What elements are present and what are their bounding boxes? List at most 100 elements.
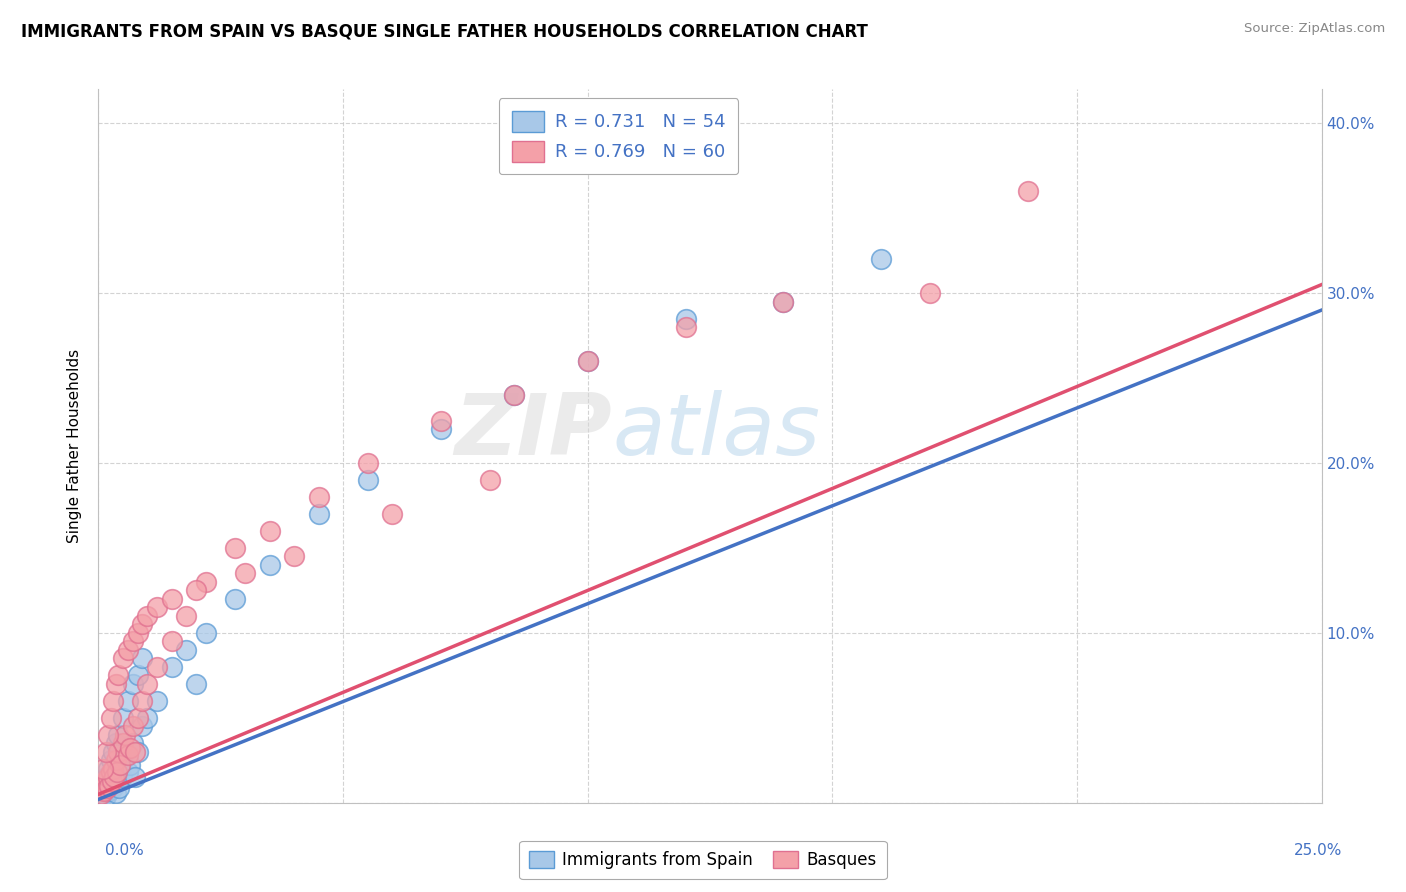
Point bbox=[233, 566, 256, 581]
Point bbox=[111, 651, 134, 665]
Point bbox=[195, 626, 218, 640]
Point bbox=[356, 473, 378, 487]
Point bbox=[160, 660, 183, 674]
Point bbox=[576, 354, 599, 368]
Point bbox=[97, 762, 120, 776]
Point bbox=[870, 252, 893, 266]
Point bbox=[127, 711, 149, 725]
Point bbox=[107, 765, 129, 780]
Point bbox=[91, 762, 114, 776]
Point bbox=[110, 758, 132, 772]
Point bbox=[136, 711, 159, 725]
Point bbox=[675, 320, 697, 334]
Point bbox=[186, 583, 208, 598]
Point bbox=[576, 354, 599, 368]
Point bbox=[136, 677, 159, 691]
Point bbox=[131, 719, 153, 733]
Point bbox=[503, 388, 526, 402]
Point bbox=[97, 728, 120, 742]
Point bbox=[100, 775, 122, 789]
Point bbox=[503, 388, 526, 402]
Point bbox=[111, 753, 134, 767]
Point bbox=[97, 770, 120, 784]
Point bbox=[283, 549, 305, 564]
Point bbox=[101, 782, 124, 797]
Point bbox=[124, 770, 146, 784]
Point bbox=[117, 643, 139, 657]
Point bbox=[91, 782, 114, 797]
Point bbox=[478, 473, 501, 487]
Point bbox=[160, 634, 183, 648]
Point bbox=[176, 643, 198, 657]
Point bbox=[127, 745, 149, 759]
Point bbox=[127, 668, 149, 682]
Point bbox=[98, 784, 121, 798]
Point bbox=[131, 694, 153, 708]
Point bbox=[195, 574, 218, 589]
Text: atlas: atlas bbox=[612, 390, 820, 474]
Point bbox=[91, 779, 114, 793]
Point bbox=[114, 745, 136, 759]
Point bbox=[131, 651, 153, 665]
Point bbox=[107, 668, 129, 682]
Point bbox=[97, 779, 120, 793]
Point bbox=[772, 294, 794, 309]
Point bbox=[90, 790, 112, 805]
Point bbox=[101, 745, 124, 759]
Point bbox=[91, 779, 114, 793]
Point bbox=[93, 784, 115, 798]
Point bbox=[146, 694, 169, 708]
Point bbox=[114, 728, 136, 742]
Point bbox=[93, 786, 115, 800]
Point bbox=[308, 507, 330, 521]
Point bbox=[105, 765, 128, 780]
Point bbox=[381, 507, 404, 521]
Point bbox=[186, 677, 208, 691]
Point bbox=[131, 617, 153, 632]
Point bbox=[100, 711, 122, 725]
Point bbox=[107, 728, 129, 742]
Point bbox=[104, 736, 127, 750]
Point bbox=[101, 770, 124, 784]
Text: 0.0%: 0.0% bbox=[105, 843, 145, 858]
Point bbox=[308, 490, 330, 504]
Point bbox=[136, 608, 159, 623]
Point bbox=[96, 780, 118, 795]
Point bbox=[146, 660, 169, 674]
Point bbox=[356, 456, 378, 470]
Point bbox=[120, 741, 142, 756]
Point bbox=[94, 770, 117, 784]
Point bbox=[111, 770, 134, 784]
Point bbox=[121, 736, 143, 750]
Point bbox=[91, 782, 114, 797]
Point bbox=[121, 719, 143, 733]
Point bbox=[91, 787, 114, 801]
Text: IMMIGRANTS FROM SPAIN VS BASQUE SINGLE FATHER HOUSEHOLDS CORRELATION CHART: IMMIGRANTS FROM SPAIN VS BASQUE SINGLE F… bbox=[21, 22, 868, 40]
Text: ZIP: ZIP bbox=[454, 390, 612, 474]
Text: Source: ZipAtlas.com: Source: ZipAtlas.com bbox=[1244, 22, 1385, 36]
Point bbox=[120, 758, 142, 772]
Point bbox=[100, 753, 122, 767]
Point bbox=[430, 422, 453, 436]
Point bbox=[224, 541, 246, 555]
Point bbox=[259, 524, 281, 538]
Point bbox=[98, 779, 121, 793]
Point bbox=[104, 677, 127, 691]
Point bbox=[146, 600, 169, 615]
Point bbox=[110, 762, 132, 776]
Point bbox=[94, 745, 117, 759]
Point bbox=[107, 745, 129, 759]
Point bbox=[94, 789, 117, 803]
Point bbox=[160, 591, 183, 606]
Point bbox=[176, 608, 198, 623]
Point bbox=[103, 770, 125, 784]
Point bbox=[104, 786, 127, 800]
Point bbox=[124, 745, 146, 759]
Point bbox=[101, 773, 124, 788]
Point bbox=[101, 694, 124, 708]
Point bbox=[117, 765, 139, 780]
Point bbox=[121, 634, 143, 648]
Point bbox=[1017, 184, 1039, 198]
Point bbox=[127, 626, 149, 640]
Point bbox=[90, 787, 112, 801]
